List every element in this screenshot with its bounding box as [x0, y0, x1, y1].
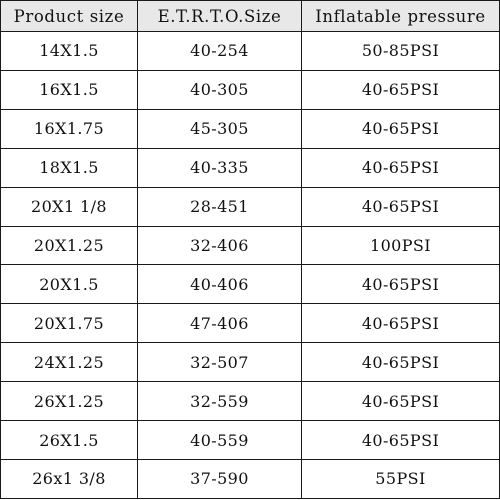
product-size-cell: 20X1.5 — [0, 264, 138, 305]
product-size-cell: 26x1 3/8 — [0, 458, 138, 500]
etrto-size-cell: 40-406 — [137, 264, 302, 305]
product-size-cell: 20X1 1/8 — [0, 186, 138, 227]
product-size-cell: 26X1.25 — [0, 381, 138, 422]
inflatable-pressure-cell: 40-65PSI — [301, 186, 500, 227]
etrto-size-cell: 28-451 — [137, 186, 302, 227]
inflatable-pressure-cell: 40-65PSI — [301, 381, 500, 422]
etrto-size-cell: 47-406 — [137, 303, 302, 344]
inflatable-pressure-cell: 40-65PSI — [301, 108, 500, 149]
table-row: 18X1.5 40-335 40-65PSI — [0, 147, 500, 188]
product-size-cell: 16X1.75 — [0, 108, 138, 149]
table-row: 24X1.25 32-507 40-65PSI — [0, 342, 500, 383]
etrto-size-cell: 32-406 — [137, 225, 302, 266]
table-row: 20X1.75 47-406 40-65PSI — [0, 303, 500, 344]
table-row: 16X1.5 40-305 40-65PSI — [0, 69, 500, 110]
etrto-size-cell: 40-559 — [137, 420, 302, 460]
product-size-cell: 26X1.5 — [0, 420, 138, 460]
product-size-cell: 20X1.25 — [0, 225, 138, 266]
inflatable-pressure-cell: 55PSI — [301, 458, 500, 500]
table-row: 26X1.25 32-559 40-65PSI — [0, 381, 500, 422]
table-row: 14X1.5 40-254 50-85PSI — [0, 31, 500, 71]
inflatable-pressure-cell: 50-85PSI — [301, 31, 500, 71]
inflatable-pressure-cell: 40-65PSI — [301, 264, 500, 305]
product-size-cell: 20X1.75 — [0, 303, 138, 344]
table-row: 20X1.5 40-406 40-65PSI — [0, 264, 500, 305]
inflatable-pressure-cell: 100PSI — [301, 225, 500, 266]
etrto-size-cell: 40-335 — [137, 147, 302, 188]
etrto-size-cell: 37-590 — [137, 458, 302, 500]
table-body: 14X1.5 40-254 50-85PSI 16X1.5 40-305 40-65PSI… — [0, 31, 500, 500]
product-size-cell: 14X1.5 — [0, 31, 138, 71]
etrto-size-cell: 32-559 — [137, 381, 302, 422]
header-inflatable-pressure: Inflatable pressure — [301, 0, 500, 32]
inflatable-pressure-cell: 40-65PSI — [301, 147, 500, 188]
inflatable-pressure-cell: 40-65PSI — [301, 420, 500, 460]
product-size-cell: 18X1.5 — [0, 147, 138, 188]
table-row: 16X1.75 45-305 40-65PSI — [0, 108, 500, 149]
header-product-size: Product size — [0, 0, 138, 32]
table-row: 26X1.5 40-559 40-65PSI — [0, 420, 500, 460]
product-size-cell: 16X1.5 — [0, 69, 138, 110]
table-row: 20X1 1/8 28-451 40-65PSI — [0, 186, 500, 227]
inflatable-pressure-cell: 40-65PSI — [301, 342, 500, 383]
table-row: 26x1 3/8 37-590 55PSI — [0, 458, 500, 500]
table-row: 20X1.25 32-406 100PSI — [0, 225, 500, 266]
table-header-row: Product size E.T.R.T.O.Size Inflatable p… — [0, 0, 500, 32]
product-size-cell: 24X1.25 — [0, 342, 138, 383]
etrto-size-cell: 32-507 — [137, 342, 302, 383]
inflatable-pressure-cell: 40-65PSI — [301, 303, 500, 344]
etrto-size-cell: 45-305 — [137, 108, 302, 149]
inflatable-pressure-cell: 40-65PSI — [301, 69, 500, 110]
etrto-size-cell: 40-305 — [137, 69, 302, 110]
header-etrto-size: E.T.R.T.O.Size — [137, 0, 302, 32]
etrto-size-cell: 40-254 — [137, 31, 302, 71]
